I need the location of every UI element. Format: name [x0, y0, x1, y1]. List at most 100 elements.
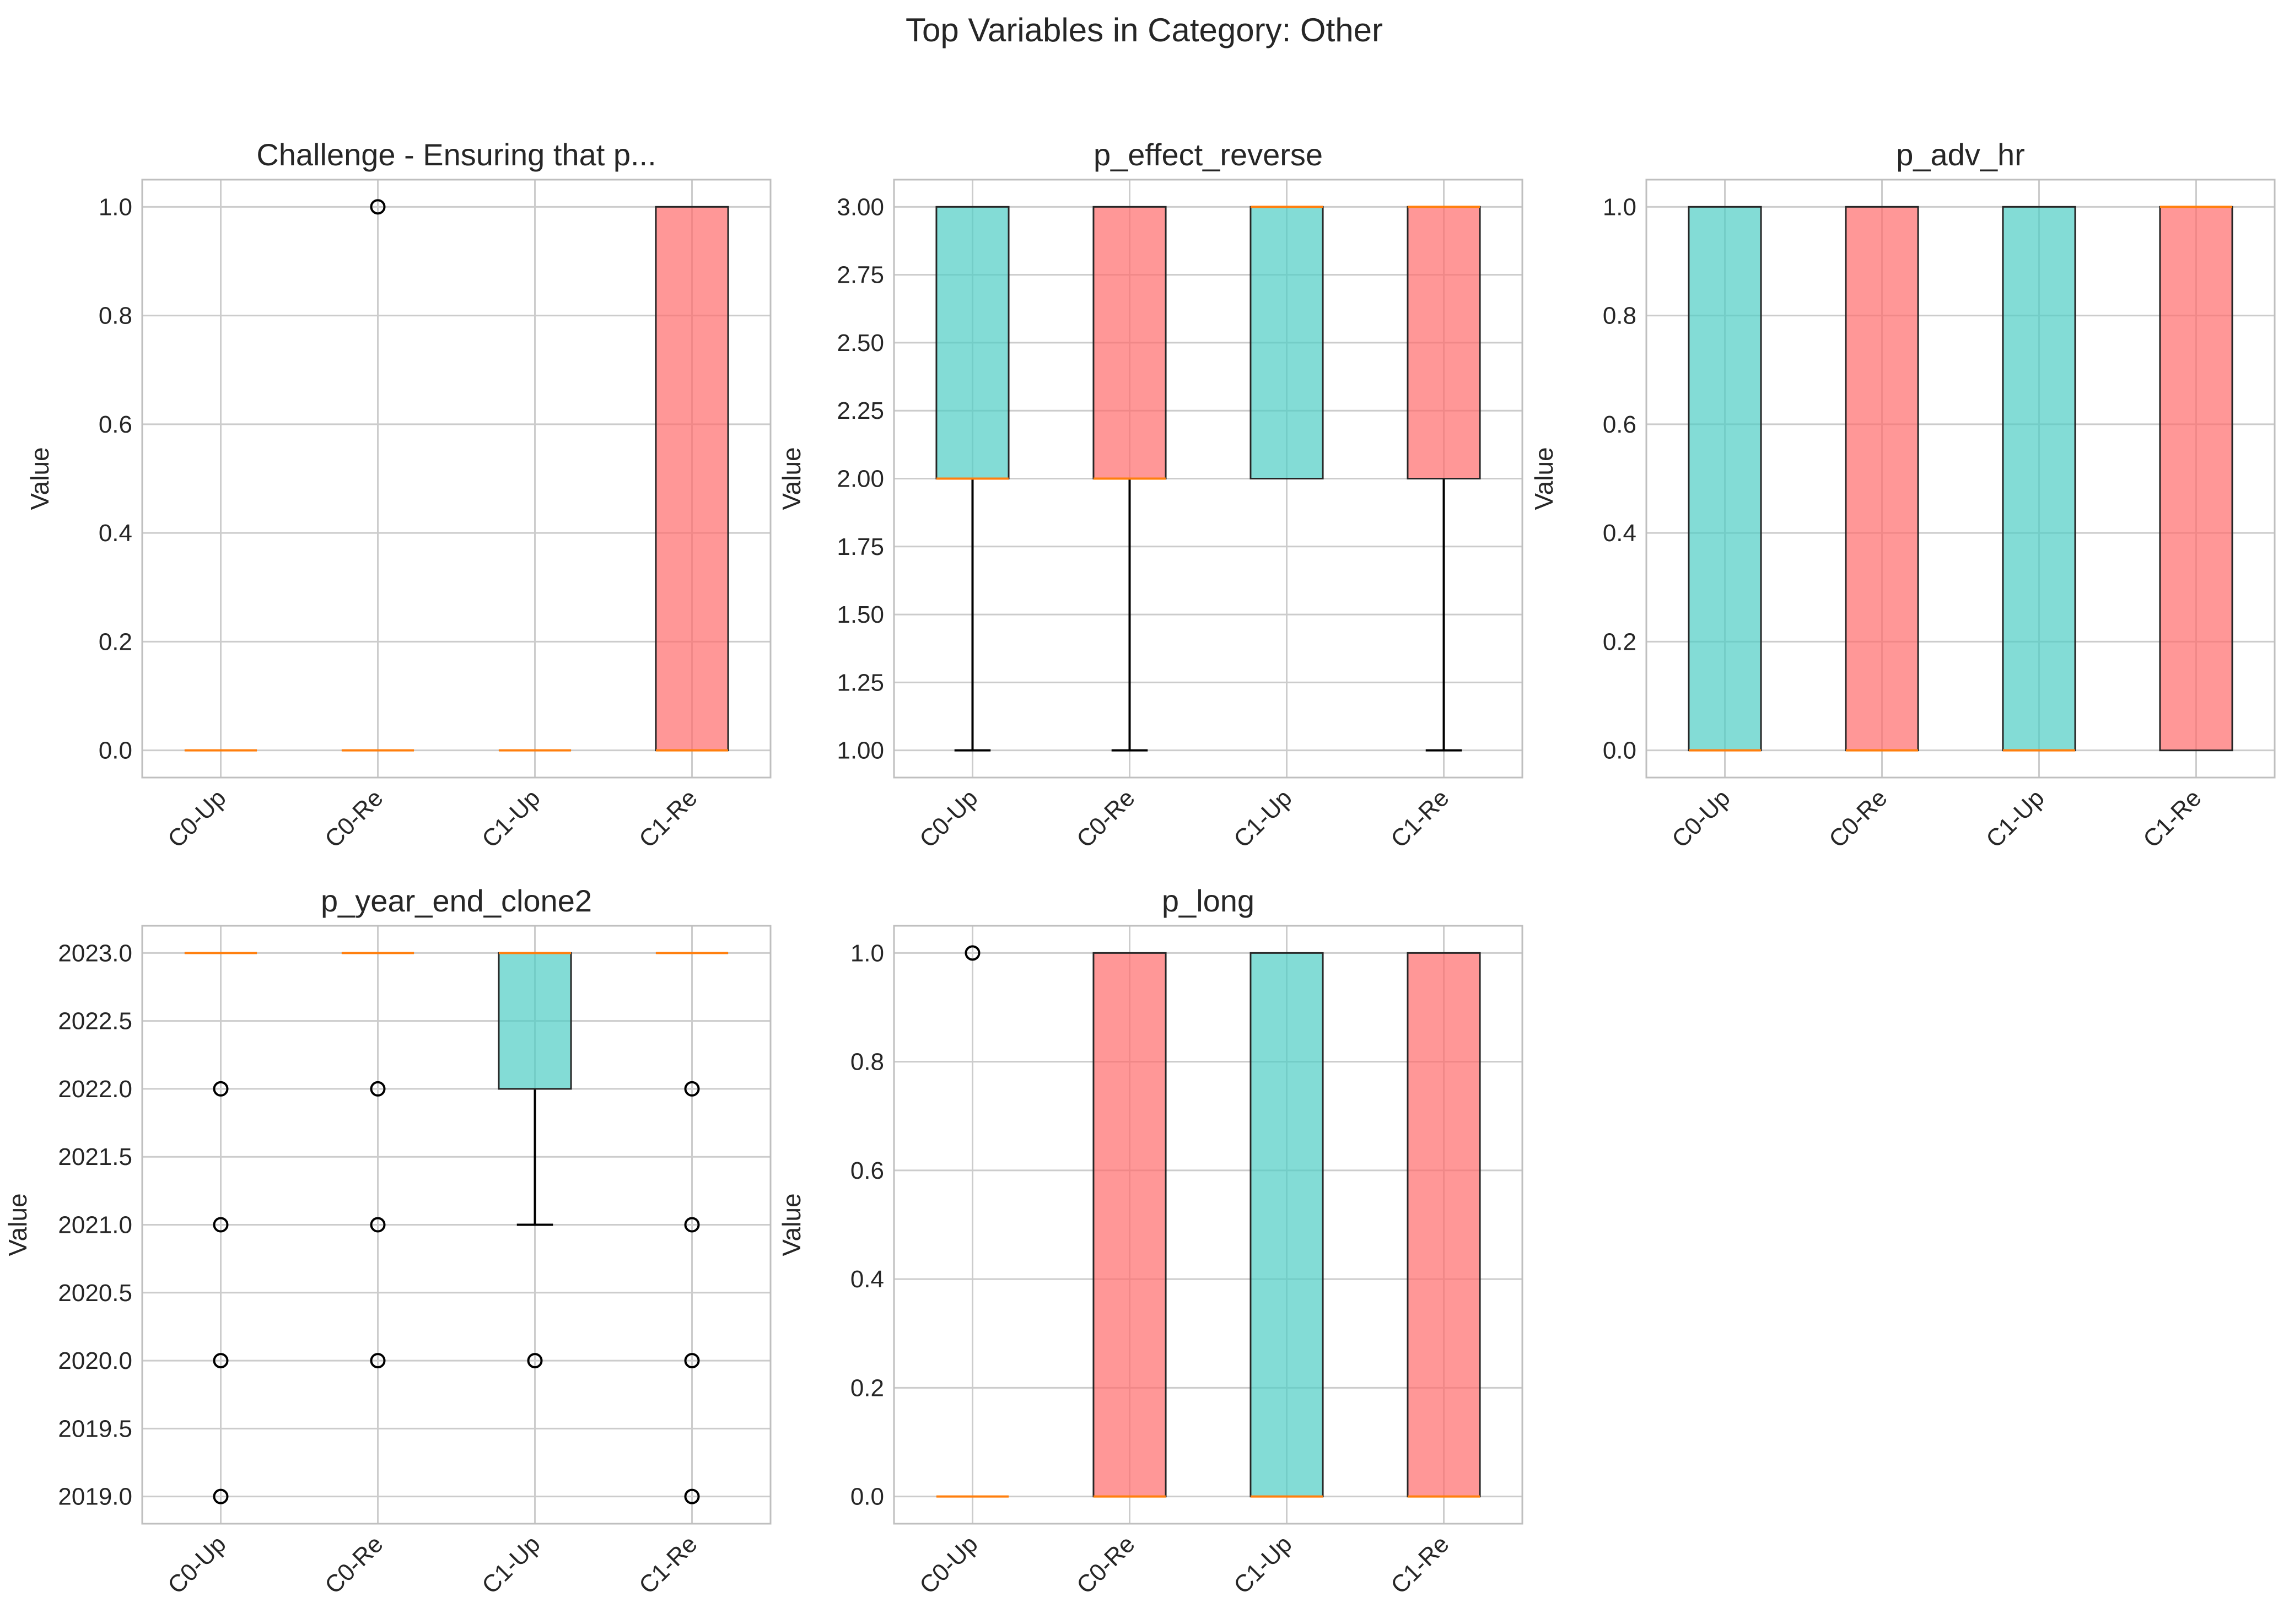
box-c0-up: [184, 952, 257, 1504]
y-tick-label: 2022.5: [58, 1008, 132, 1035]
iqr-box: [1092, 952, 1167, 1498]
subplot-title: p_effect_reverse: [1094, 137, 1323, 172]
y-tick-label: 2019.5: [58, 1415, 132, 1442]
x-tick-label: C1-Up: [477, 1530, 546, 1599]
box-c1-up: [1249, 206, 1324, 479]
x-tick-label: C0-Up: [163, 1530, 231, 1599]
box-c1-re: [655, 206, 729, 752]
outlier-point: [684, 1217, 700, 1233]
x-tick-label: C0-Up: [1667, 784, 1736, 853]
box-c0-up: [1688, 206, 1762, 752]
y-axis-label: Value: [777, 1193, 806, 1256]
subplot-4: 2019.0 2019.5 2020.0 2020.5 2021.0 2021.5 2022…: [3, 883, 772, 1599]
y-tick-label: 1.0: [850, 940, 884, 967]
y-tick-label: 2.75: [837, 262, 884, 289]
outlier-point: [370, 199, 386, 215]
box-c0-re: [1845, 206, 1919, 752]
box-c1-re: [2159, 206, 2233, 752]
outlier-point: [684, 1353, 700, 1369]
y-tick-label: 0.2: [850, 1374, 884, 1401]
y-tick-label: 2021.5: [58, 1143, 132, 1170]
x-tick-label: C0-Re: [1824, 784, 1893, 853]
iqr-box: [498, 952, 572, 1090]
box-c1-re: [1407, 952, 1481, 1498]
y-tick-label: 1.00: [837, 737, 884, 764]
y-tick-label: 1.50: [837, 601, 884, 628]
y-tick-label: 2019.0: [58, 1483, 132, 1510]
box-c1-re: [655, 952, 729, 1504]
subplot-title: Challenge - Ensuring that p...: [256, 137, 656, 172]
box-c1-up: [498, 952, 572, 1369]
x-tick-label: C0-Up: [163, 784, 231, 853]
outlier-point: [213, 1217, 229, 1233]
y-tick-label: 0.2: [99, 628, 132, 655]
box-c0-re: [1092, 206, 1167, 752]
y-axis-label: Value: [25, 447, 54, 510]
x-tick-label: C0-Re: [320, 1530, 389, 1599]
x-tick-label: C0-Up: [914, 784, 983, 853]
y-axis-label: Value: [3, 1193, 32, 1256]
x-tick-label: C1-Re: [1386, 1530, 1455, 1599]
x-tick-label: C1-Re: [2138, 784, 2207, 853]
iqr-box: [1249, 952, 1324, 1498]
box-c1-up: [2002, 206, 2076, 752]
y-tick-label: 2023.0: [58, 940, 132, 967]
y-tick-label: 0.4: [850, 1266, 884, 1293]
iqr-box: [1407, 952, 1481, 1498]
subplot-1: 0.0 0.2 0.4 0.6 0.8 1.0 C0-Up C0-Re C1-Up C1-Re Ch…: [25, 137, 772, 853]
y-tick-label: 0.4: [1603, 520, 1636, 547]
figure-title: Top Variables in Category: Other: [906, 12, 1383, 48]
axes-frame: [141, 925, 772, 1525]
outlier-point: [684, 1081, 700, 1097]
x-tick-label: C1-Up: [1981, 784, 2050, 853]
box-c1-re: [1407, 206, 1481, 752]
y-tick-label: 1.0: [1603, 193, 1636, 220]
box-c1-up: [1249, 952, 1324, 1498]
x-tick-label: C0-Re: [1071, 1530, 1140, 1599]
outlier-point: [527, 1353, 543, 1369]
x-tick-label: C1-Up: [1229, 1530, 1297, 1599]
x-tick-label: C1-Re: [634, 1530, 703, 1599]
x-tick-label: C1-Re: [634, 784, 703, 853]
y-tick-label: 1.0: [99, 193, 132, 220]
outlier-point: [684, 1488, 700, 1504]
y-tick-label: 0.8: [99, 303, 132, 330]
y-tick-label: 2021.0: [58, 1212, 132, 1239]
y-tick-label: 1.75: [837, 533, 884, 560]
y-tick-label: 0.8: [1603, 303, 1636, 330]
subplot-grid: 0.0 0.2 0.4 0.6 0.8 1.0 C0-Up C0-Re C1-Up C1-Re Ch…: [3, 137, 2276, 1599]
x-tick-label: C0-Up: [914, 1530, 983, 1599]
outlier-point: [213, 1081, 229, 1097]
y-tick-label: 0.6: [1603, 411, 1636, 438]
iqr-box: [1688, 206, 1762, 752]
iqr-box: [935, 206, 1010, 479]
box-c0-up: [935, 206, 1010, 752]
y-axis-label: Value: [1529, 447, 1558, 510]
y-tick-label: 2.00: [837, 466, 884, 493]
y-tick-label: 1.25: [837, 669, 884, 696]
y-tick-label: 0.8: [850, 1049, 884, 1076]
y-tick-label: 2022.0: [58, 1076, 132, 1103]
subplot-title: p_adv_hr: [1896, 137, 2025, 172]
outlier-point: [370, 1217, 386, 1233]
x-tick-label: C1-Up: [1229, 784, 1297, 853]
outlier-point: [213, 1488, 229, 1504]
y-tick-label: 0.0: [850, 1483, 884, 1510]
box-c0-re: [341, 952, 414, 1369]
box-c0-up: [936, 945, 1009, 1498]
subplot-3: 0.0 0.2 0.4 0.6 0.8 1.0 C0-Up C0-Re C1-Up C1-Re p_…: [1529, 137, 2276, 853]
outlier-point: [213, 1353, 229, 1369]
axes-frame: [893, 925, 1523, 1525]
y-tick-label: 2020.0: [58, 1347, 132, 1374]
axes-frame: [893, 179, 1523, 779]
y-tick-label: 2.25: [837, 397, 884, 424]
outlier-point: [370, 1353, 386, 1369]
axes-frame: [141, 179, 772, 779]
iqr-box: [1249, 206, 1324, 479]
axes-frame: [1645, 179, 2276, 779]
x-tick-label: C1-Up: [477, 784, 546, 853]
iqr-box: [1092, 206, 1167, 479]
subplot-title: p_year_end_clone2: [321, 883, 592, 918]
y-tick-label: 0.6: [99, 411, 132, 438]
